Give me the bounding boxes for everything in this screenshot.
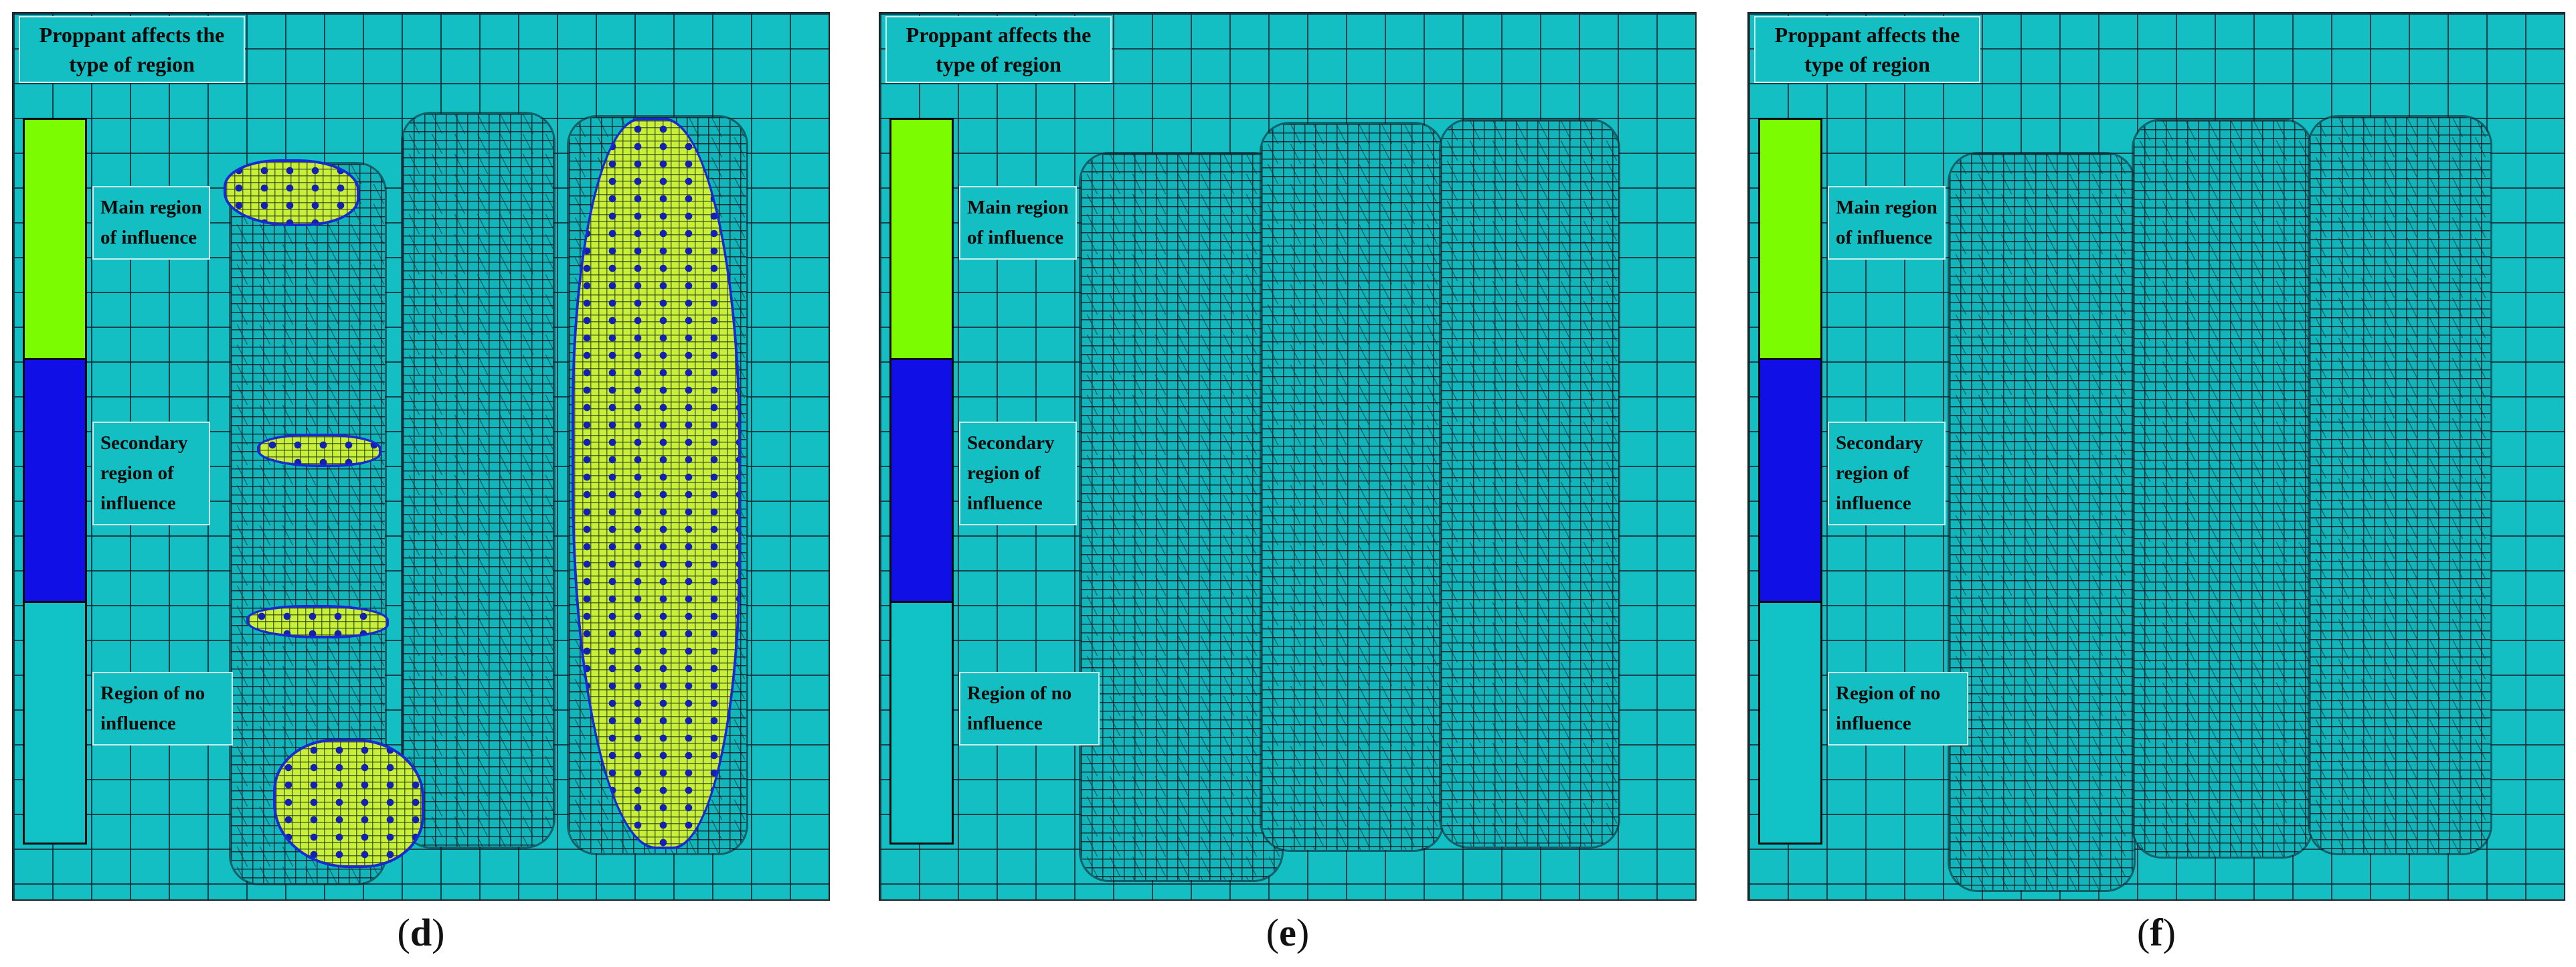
legend-title: Proppant affects the type of region [19, 16, 245, 83]
proppant-zone [226, 162, 357, 224]
legend-swatch-none [1760, 603, 1820, 843]
caption-open: ( [2137, 911, 2150, 954]
proppant-zone [249, 608, 386, 636]
legend-label-none: Region of no influence [92, 672, 233, 745]
fracture-mesh-strip-3 [2310, 117, 2490, 853]
legend-label-none: Region of no influence [959, 672, 1100, 745]
legend-swatch-secondary [1760, 360, 1820, 603]
caption-close: ) [432, 911, 445, 954]
caption-open: ( [397, 911, 410, 954]
fracture-mesh-strip-2 [1262, 124, 1442, 850]
legend-swatch-main [25, 120, 85, 360]
legend-swatch-main [891, 120, 952, 360]
mesh-panel-d: Proppant affects the type of region Main… [12, 12, 830, 901]
proppant-zone [260, 436, 379, 464]
legend-color-bar [23, 118, 87, 845]
panel-caption-d: (d) [12, 910, 830, 955]
fracture-mesh-strip-1 [1081, 154, 1282, 880]
legend-swatch-secondary [25, 360, 85, 603]
legend-swatch-none [891, 603, 952, 843]
legend-swatch-none [25, 603, 85, 843]
mesh-panel-e: Proppant affects the type of region Main… [879, 12, 1697, 901]
legend-swatch-main [1760, 120, 1820, 360]
caption-letter: e [1279, 911, 1296, 954]
caption-open: ( [1266, 911, 1280, 954]
legend-label-secondary: Secondary region of influence [959, 422, 1077, 525]
fracture-mesh-strip-2 [2134, 120, 2311, 857]
fracture-mesh-strip-1 [231, 164, 385, 883]
fracture-mesh-strip-1 [1950, 154, 2134, 890]
fracture-mesh-strip-3 [1441, 120, 1618, 847]
caption-close: ) [1296, 911, 1310, 954]
legend-label-main: Main region of influence [959, 186, 1077, 260]
legend-label-none: Region of no influence [1828, 672, 1968, 745]
caption-letter: d [410, 911, 432, 954]
legend-title: Proppant affects the type of region [885, 16, 1112, 83]
legend-label-secondary: Secondary region of influence [1828, 422, 1946, 525]
legend-title: Proppant affects the type of region [1754, 16, 1980, 83]
fracture-mesh-strip-2 [403, 114, 553, 847]
legend-color-bar [889, 118, 954, 845]
legend-color-bar [1758, 118, 1822, 845]
legend-swatch-secondary [891, 360, 952, 603]
caption-letter: f [2150, 911, 2163, 954]
panel-caption-e: (e) [879, 910, 1697, 955]
legend-label-secondary: Secondary region of influence [92, 422, 210, 525]
caption-close: ) [2162, 911, 2176, 954]
mesh-panel-f: Proppant affects the type of region Main… [1747, 12, 2565, 901]
legend-label-main: Main region of influence [92, 186, 210, 260]
proppant-zone [276, 741, 422, 865]
panel-caption-f: (f) [1747, 910, 2565, 955]
proppant-zone [574, 120, 738, 847]
legend-label-main: Main region of influence [1828, 186, 1946, 260]
